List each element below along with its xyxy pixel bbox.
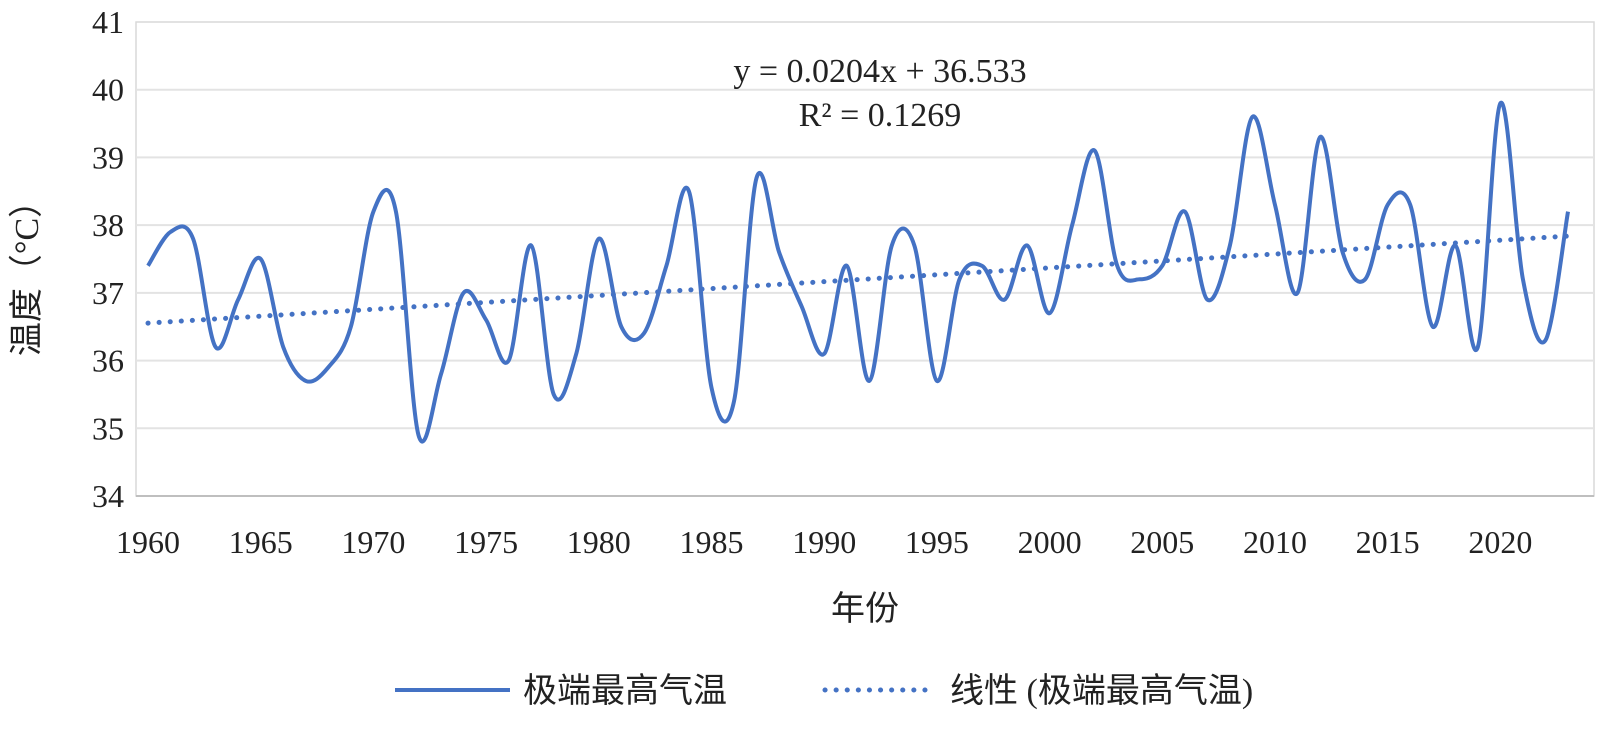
y-tick-38: 38 xyxy=(92,207,124,243)
x-tick-labels: 1960 1965 1970 1975 1980 1985 1990 1995 2000 2005… xyxy=(116,524,1532,560)
trend-r-squared: R² = 0.1269 xyxy=(799,97,962,134)
x-tick-1995: 1995 xyxy=(905,524,969,560)
trendline-layer xyxy=(145,233,1571,326)
x-tick-1965: 1965 xyxy=(229,524,293,560)
x-tick-2010: 2010 xyxy=(1243,524,1307,560)
trend-equation: y = 0.0204x + 36.533 xyxy=(733,53,1026,90)
legend-series-label: 极端最高气温 xyxy=(523,672,727,710)
x-tick-1960: 1960 xyxy=(116,524,180,560)
legend: 极端最高气温 线性 (极端最高气温) xyxy=(395,672,1253,710)
x-tick-1970: 1970 xyxy=(341,524,405,560)
x-tick-1980: 1980 xyxy=(567,524,631,560)
x-tick-1990: 1990 xyxy=(792,524,856,560)
y-tick-35: 35 xyxy=(92,410,124,446)
x-tick-2015: 2015 xyxy=(1356,524,1420,560)
y-tick-36: 36 xyxy=(92,343,124,379)
y-tick-41: 41 xyxy=(92,4,124,40)
grid xyxy=(136,88,1594,497)
y-axis-title: 温度（°C） xyxy=(8,184,46,356)
y-tick-39: 39 xyxy=(92,139,124,175)
y-tick-34: 34 xyxy=(92,478,124,514)
y-tick-40: 40 xyxy=(92,72,124,108)
y-tick-labels: 34 35 36 37 38 39 40 41 xyxy=(92,4,124,514)
x-tick-1985: 1985 xyxy=(679,524,743,560)
plot-area xyxy=(135,21,1595,497)
trendline xyxy=(145,233,1571,326)
x-tick-2000: 2000 xyxy=(1018,524,1082,560)
x-tick-1975: 1975 xyxy=(454,524,518,560)
x-tick-2020: 2020 xyxy=(1468,524,1532,560)
legend-trend-label: 线性 (极端最高气温) xyxy=(950,672,1253,710)
x-axis-title: 年份 xyxy=(831,590,899,628)
y-tick-37: 37 xyxy=(92,275,124,311)
series-line-extreme-max-temp xyxy=(146,101,1570,444)
x-tick-2005: 2005 xyxy=(1130,524,1194,560)
series-layer xyxy=(146,101,1570,444)
